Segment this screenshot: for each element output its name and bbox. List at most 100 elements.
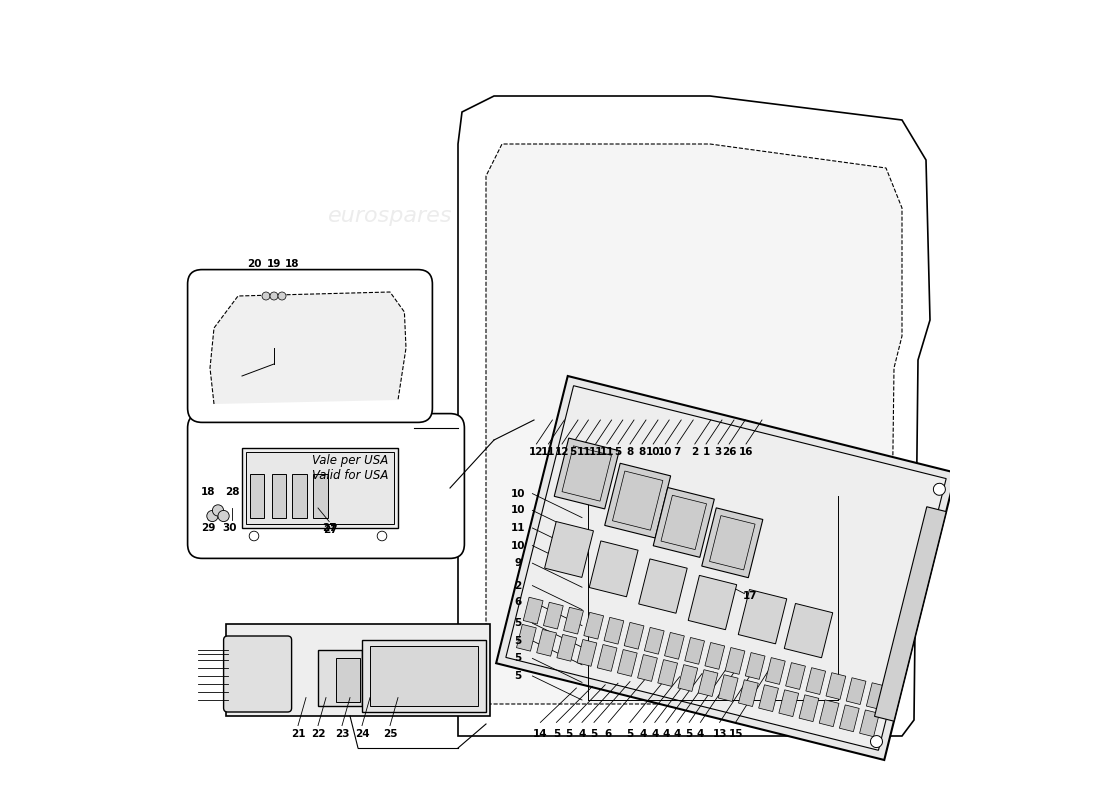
- Bar: [746, 653, 766, 679]
- Text: eurospares: eurospares: [607, 206, 733, 226]
- Text: 16: 16: [739, 447, 754, 457]
- Bar: [859, 710, 879, 737]
- Bar: [826, 673, 846, 699]
- Ellipse shape: [870, 735, 882, 747]
- Bar: [408, 652, 426, 704]
- Bar: [621, 520, 814, 632]
- Bar: [638, 620, 670, 640]
- Bar: [738, 590, 786, 644]
- Text: 4: 4: [673, 730, 681, 739]
- Text: 15: 15: [728, 730, 743, 739]
- Bar: [246, 452, 394, 524]
- Text: 7: 7: [673, 447, 681, 457]
- Bar: [639, 559, 688, 614]
- PathPatch shape: [458, 96, 930, 736]
- Bar: [874, 506, 946, 721]
- PathPatch shape: [210, 292, 406, 404]
- Text: 5: 5: [515, 671, 521, 681]
- Text: 5: 5: [515, 618, 521, 628]
- Bar: [370, 646, 478, 706]
- Text: 8: 8: [638, 447, 646, 457]
- Bar: [336, 658, 360, 702]
- Bar: [496, 376, 956, 760]
- Text: 5: 5: [565, 730, 573, 739]
- Text: 29: 29: [201, 523, 216, 533]
- Bar: [678, 665, 697, 691]
- Bar: [506, 386, 946, 750]
- Text: 18: 18: [201, 487, 216, 497]
- Bar: [689, 575, 737, 630]
- Text: 14: 14: [534, 730, 548, 739]
- Text: 2: 2: [515, 581, 521, 590]
- Text: 2: 2: [691, 447, 698, 457]
- Text: 5: 5: [591, 730, 597, 739]
- Bar: [785, 662, 805, 690]
- Bar: [557, 634, 576, 662]
- Bar: [839, 705, 859, 732]
- Text: 28: 28: [226, 487, 240, 497]
- Text: 27: 27: [322, 525, 338, 534]
- Bar: [597, 645, 617, 671]
- Bar: [598, 496, 838, 656]
- Bar: [318, 650, 362, 706]
- Bar: [370, 652, 387, 704]
- Bar: [272, 474, 286, 518]
- Circle shape: [278, 292, 286, 300]
- Bar: [226, 624, 490, 716]
- Circle shape: [270, 292, 278, 300]
- Bar: [779, 690, 799, 717]
- Bar: [584, 612, 604, 639]
- Text: 5: 5: [515, 654, 521, 663]
- Bar: [638, 654, 658, 682]
- Bar: [242, 448, 398, 528]
- Bar: [544, 522, 594, 578]
- Text: 10: 10: [646, 447, 660, 457]
- Bar: [820, 700, 839, 726]
- Bar: [846, 678, 866, 705]
- Bar: [517, 624, 537, 651]
- Text: 6: 6: [515, 597, 521, 606]
- Text: 19: 19: [267, 259, 282, 269]
- Bar: [524, 598, 543, 624]
- Bar: [710, 516, 755, 570]
- Bar: [258, 300, 290, 348]
- Circle shape: [207, 510, 218, 522]
- Text: 5: 5: [515, 636, 521, 646]
- Bar: [658, 660, 678, 686]
- Text: 17: 17: [742, 591, 757, 601]
- Bar: [784, 603, 833, 658]
- Text: 6: 6: [605, 730, 612, 739]
- Bar: [605, 463, 671, 538]
- Text: eurospares: eurospares: [328, 206, 452, 226]
- Bar: [314, 474, 328, 518]
- Bar: [799, 695, 818, 722]
- Text: 9: 9: [515, 558, 521, 568]
- Text: 4: 4: [696, 730, 704, 739]
- Bar: [664, 633, 684, 659]
- Bar: [613, 471, 663, 530]
- Text: 8: 8: [626, 447, 634, 457]
- Bar: [806, 668, 826, 694]
- Bar: [725, 647, 745, 674]
- Bar: [738, 680, 758, 706]
- Bar: [554, 438, 619, 509]
- FancyBboxPatch shape: [188, 414, 464, 558]
- Circle shape: [212, 505, 223, 516]
- Bar: [759, 685, 779, 711]
- FancyBboxPatch shape: [188, 270, 432, 422]
- Text: Vale per USA
Valid for USA: Vale per USA Valid for USA: [311, 454, 388, 482]
- Text: 10: 10: [658, 447, 672, 457]
- Text: 5: 5: [685, 730, 693, 739]
- Bar: [362, 640, 486, 712]
- Text: 4: 4: [640, 730, 647, 739]
- Text: 10: 10: [510, 541, 526, 550]
- Bar: [537, 630, 557, 656]
- Text: 10: 10: [510, 506, 526, 515]
- Bar: [702, 508, 762, 578]
- Text: 11: 11: [578, 447, 592, 457]
- Text: 1: 1: [703, 447, 710, 457]
- Bar: [718, 674, 738, 702]
- Text: 10: 10: [510, 489, 526, 498]
- Text: 25: 25: [383, 729, 397, 738]
- Text: 26: 26: [722, 447, 737, 457]
